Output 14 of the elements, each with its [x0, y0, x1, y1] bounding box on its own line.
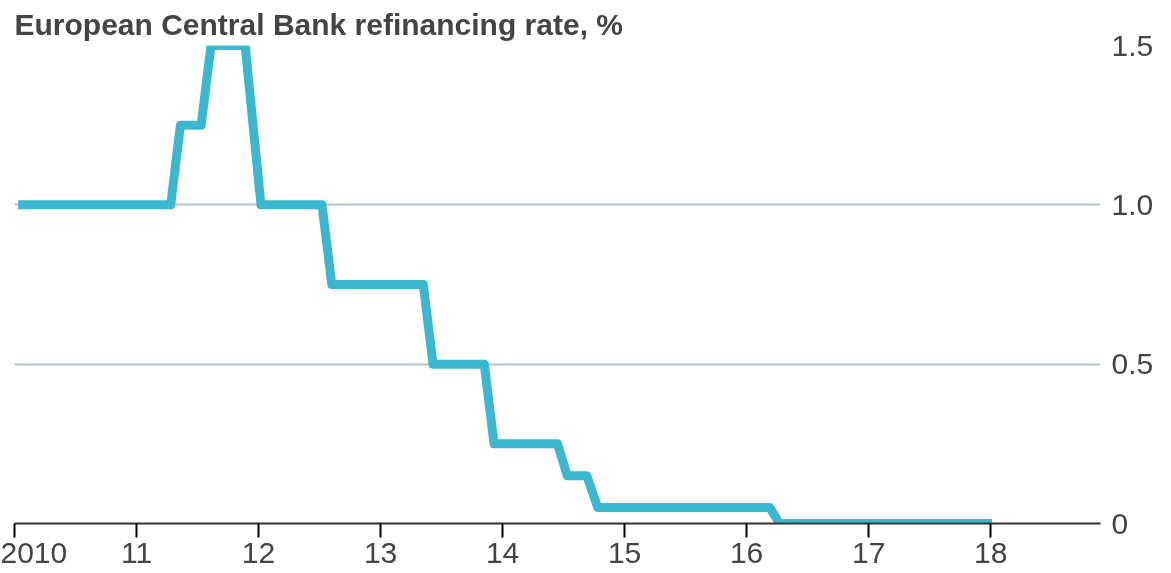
- x-tick-label: 16: [729, 535, 764, 569]
- y-tick-label: 1.5: [1111, 28, 1154, 62]
- x-tick-label: 15: [607, 535, 642, 569]
- x-tick-label: 17: [851, 535, 886, 569]
- x-tick-label: 2010: [0, 535, 68, 569]
- x-tick-label: 18: [974, 535, 1008, 569]
- y-tick-label: 0: [1111, 506, 1129, 540]
- x-tick-label: 12: [241, 535, 276, 569]
- x-tick-label: 11: [120, 535, 153, 569]
- y-tick-label: 0.5: [1111, 347, 1154, 381]
- y-tick-label: 1.0: [1111, 187, 1154, 221]
- x-tick-label: 14: [485, 535, 520, 569]
- x-tick-label: 13: [363, 535, 398, 569]
- chart-title: European Central Bank refinancing rate, %: [14, 7, 623, 41]
